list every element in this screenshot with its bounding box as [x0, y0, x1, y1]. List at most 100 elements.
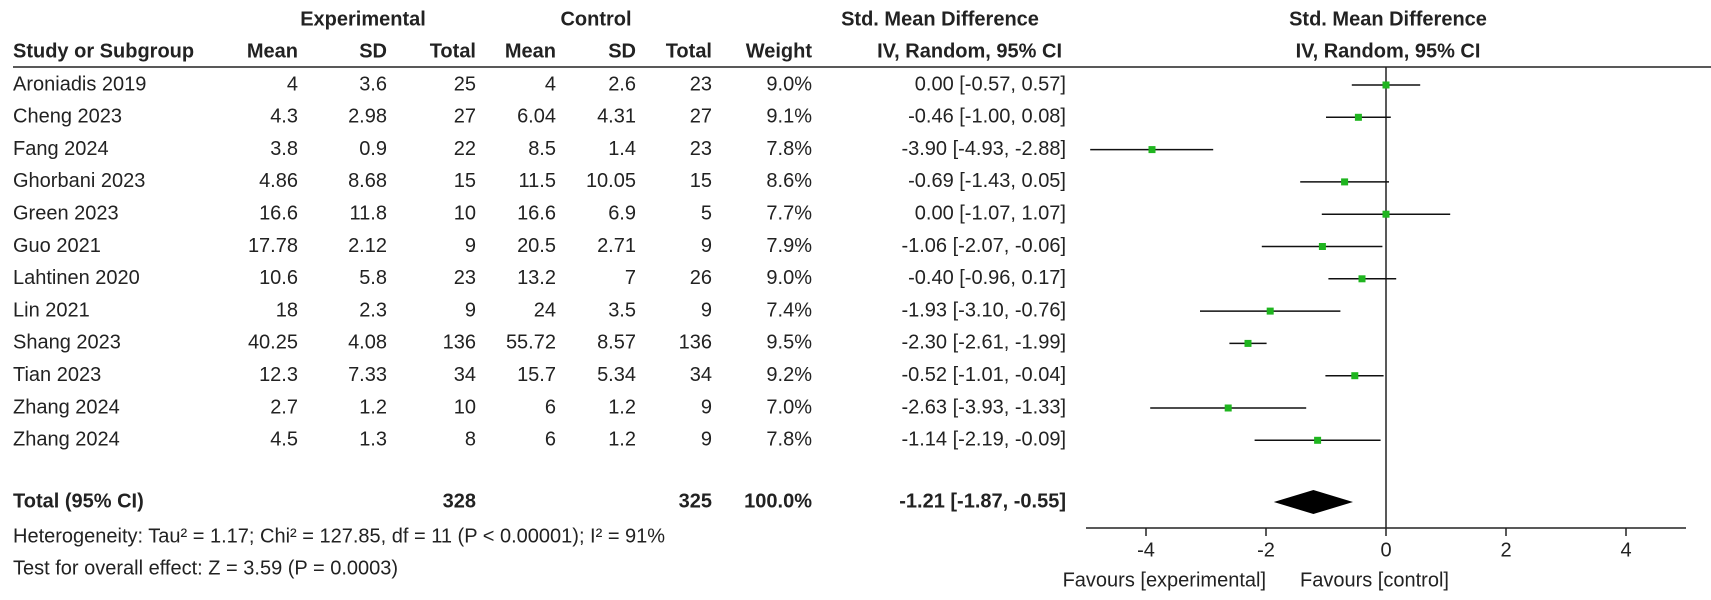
table-cell: 4 [287, 73, 298, 95]
table-cell: 7.7% [766, 202, 812, 224]
table-cell: 7.4% [766, 299, 812, 321]
table-cell: 1.3 [359, 429, 387, 451]
column-header: IV, Random, 95% CI [877, 40, 1062, 62]
table-cell: 6 [545, 429, 556, 451]
table-cell: 15 [690, 170, 712, 192]
table-cell: -3.90 [-4.93, -2.88] [901, 138, 1066, 160]
table-cell: 23 [454, 267, 476, 289]
table-cell: 23 [690, 73, 712, 95]
table-cell: -0.69 [-1.43, 0.05] [908, 170, 1066, 192]
table-cell: 7.33 [348, 364, 387, 386]
table-cell: 5 [701, 202, 712, 224]
table-cell: 4.5 [270, 429, 298, 451]
table-cell: 22 [454, 138, 476, 160]
table-cell: 27 [454, 106, 476, 128]
table-cell: 0.00 [-0.57, 0.57] [915, 73, 1066, 95]
effect-marker [1341, 178, 1349, 186]
table-cell: 13.2 [517, 267, 556, 289]
table-cell: 8.68 [348, 170, 387, 192]
table-cell: 11.8 [350, 202, 387, 224]
x-tick-label: -2 [1257, 539, 1275, 561]
table-cell: 6.9 [608, 202, 636, 224]
table-cell: 1.2 [608, 429, 636, 451]
table-cell: 2.3 [359, 299, 387, 321]
table-cell: 25 [454, 73, 476, 95]
group-header: Experimental [300, 8, 426, 30]
table-cell: -0.52 [-1.01, -0.04] [901, 364, 1066, 386]
summary-diamond [1273, 490, 1353, 514]
table-cell: 9 [701, 429, 712, 451]
study-name: Green 2023 [13, 202, 119, 224]
group-header: Std. Mean Difference [1289, 8, 1487, 30]
column-header: IV, Random, 95% CI [1296, 40, 1481, 62]
column-header: Total [666, 40, 712, 62]
study-name: Guo 2021 [13, 235, 101, 257]
table-cell: 12.3 [259, 364, 298, 386]
table-cell: -0.46 [-1.00, 0.08] [908, 106, 1066, 128]
table-cell: 10 [454, 202, 476, 224]
table-cell: 7.8% [766, 429, 812, 451]
study-name: Zhang 2024 [13, 396, 120, 418]
effect-marker [1358, 275, 1366, 283]
table-cell: 4.31 [597, 106, 636, 128]
effect-marker [1314, 436, 1322, 444]
table-cell: 5.34 [597, 364, 636, 386]
table-cell: 8.6% [766, 170, 812, 192]
table-cell: 7.8% [766, 138, 812, 160]
column-header: Total [430, 40, 476, 62]
table-cell: 2.12 [348, 235, 387, 257]
table-cell: -1.14 [-2.19, -0.09] [901, 429, 1066, 451]
table-cell: 0.9 [359, 138, 387, 160]
table-cell: 9.2% [766, 364, 812, 386]
table-cell: 4.08 [348, 332, 387, 354]
table-cell: 24 [534, 299, 556, 321]
table-cell: 4 [545, 73, 556, 95]
table-cell: 2.98 [348, 106, 387, 128]
group-header: Std. Mean Difference [841, 8, 1039, 30]
table-cell: 3.8 [270, 138, 298, 160]
study-name: Lin 2021 [13, 299, 90, 321]
table-cell: 23 [690, 138, 712, 160]
column-header: Mean [505, 40, 556, 62]
table-cell: 7.9% [766, 235, 812, 257]
table-cell: -1.06 [-2.07, -0.06] [901, 235, 1066, 257]
total-label: Total (95% CI) [13, 490, 144, 512]
table-cell: -2.30 [-2.61, -1.99] [901, 332, 1066, 354]
table-cell: 6 [545, 396, 556, 418]
table-cell: 9 [465, 299, 476, 321]
effect-marker [1148, 146, 1156, 154]
table-cell: 4.86 [259, 170, 298, 192]
favours-label: Favours [experimental] [1063, 569, 1266, 591]
column-header: Weight [746, 40, 813, 62]
total-cell: 328 [443, 490, 476, 512]
table-cell: 34 [690, 364, 712, 386]
table-cell: 1.4 [608, 138, 636, 160]
table-cell: 6.04 [517, 106, 556, 128]
table-cell: 16.6 [259, 202, 298, 224]
effect-marker [1318, 243, 1326, 250]
table-cell: 3.5 [608, 299, 636, 321]
table-cell: 10.05 [586, 170, 636, 192]
column-header: SD [359, 40, 387, 62]
table-cell: 15.7 [517, 364, 556, 386]
table-cell: 7.0% [766, 396, 812, 418]
table-cell: 9 [465, 235, 476, 257]
study-name: Fang 2024 [13, 138, 109, 160]
x-tick-label: 4 [1620, 539, 1631, 561]
effect-marker [1354, 113, 1362, 121]
table-cell: 16.6 [517, 202, 556, 224]
table-cell: 1.2 [359, 396, 387, 418]
table-cell: 3.6 [359, 73, 387, 95]
total-cell: -1.21 [-1.87, -0.55] [899, 490, 1066, 512]
total-cell: 100.0% [744, 490, 812, 512]
study-name: Zhang 2024 [13, 429, 120, 451]
column-header: SD [608, 40, 636, 62]
table-cell: 9 [701, 396, 712, 418]
table-cell: 9.5% [766, 332, 812, 354]
table-cell: 10.6 [259, 267, 298, 289]
column-header: Study or Subgroup [13, 40, 194, 62]
table-cell: 18 [276, 299, 298, 321]
table-cell: 9 [701, 299, 712, 321]
table-cell: 15 [454, 170, 476, 192]
